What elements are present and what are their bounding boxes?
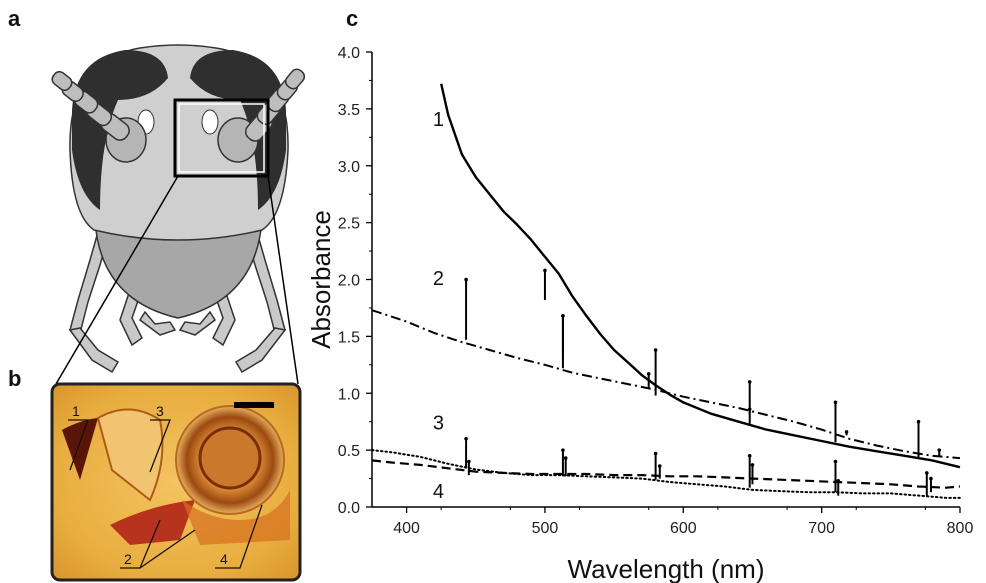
x-tick-label: 600 — [670, 520, 697, 537]
y-tick-label: 2.5 — [338, 216, 360, 233]
errorbar-cap-1 — [916, 419, 921, 424]
scale-bar — [234, 402, 274, 408]
right-compound-eye — [190, 50, 286, 210]
errorbar-cap-1 — [653, 348, 658, 352]
insect-thorax — [94, 219, 263, 319]
x-axis-label: Wavelength (nm) — [568, 554, 765, 583]
left-compound-eye — [72, 50, 168, 210]
chart-errorbars — [464, 268, 942, 496]
errorbar-cap-1 — [833, 400, 838, 405]
errorbar-cap-3 — [747, 454, 752, 458]
label-lines — [68, 419, 263, 569]
x-tick-label: 400 — [393, 520, 420, 537]
curve-label-3: 3 — [433, 413, 444, 435]
errorbar-cap-2 — [464, 277, 468, 282]
errorbar-cap-4 — [836, 479, 841, 483]
errorbar-cap-2 — [561, 314, 565, 318]
curve-label-2: 2 — [433, 268, 444, 290]
photo-label-4: 4 — [220, 551, 228, 567]
section-2 — [110, 500, 195, 545]
y-tick-label: 0.0 — [338, 500, 360, 517]
errorbar-cap-2 — [844, 430, 849, 434]
section-1 — [62, 418, 98, 480]
curve-label-4: 4 — [433, 481, 444, 503]
photo-label-2: 2 — [124, 551, 132, 567]
zoom-region-box — [173, 98, 270, 178]
errorbar-cap-3 — [833, 459, 838, 464]
errorbar-cap-4 — [929, 476, 933, 481]
y-tick-label: 0.5 — [338, 443, 360, 460]
panel-letter-c: c — [346, 6, 359, 31]
x-tick-label: 500 — [532, 520, 559, 537]
x-tick-label: 800 — [947, 520, 974, 537]
errorbar-cap-3 — [653, 451, 658, 456]
chart-curve-labels: 1 2 3 4 — [433, 109, 444, 503]
errorbar-cap-2 — [937, 448, 942, 452]
photo-label-1: 1 — [72, 403, 80, 419]
zoom-line-left — [55, 175, 179, 385]
y-tick-label: 1.5 — [338, 329, 360, 346]
errorbar-cap-4 — [657, 464, 662, 468]
absorbance-chart: 0.0 0.5 1.0 1.5 2.0 2.5 3.0 3.5 4.0 400 500 600 700 8… — [306, 45, 973, 583]
y-tick-label: 4.0 — [338, 45, 360, 62]
errorbar-cap-1 — [747, 380, 752, 384]
errorbar-cap-1 — [543, 268, 547, 273]
y-axis-label: Absorbance — [306, 210, 336, 349]
series-line-3 — [371, 449, 961, 499]
curve-label-1: 1 — [433, 109, 444, 131]
y-tick-label: 2.0 — [338, 273, 360, 290]
right-ocellus — [201, 109, 219, 135]
errorbar-cap-3 — [561, 448, 565, 452]
left-antenna — [51, 70, 130, 141]
chart-series — [371, 83, 961, 499]
photo-label-3: 3 — [156, 403, 164, 419]
errorbar-cap-4 — [467, 459, 471, 464]
errorbar-cap-2 — [646, 372, 651, 376]
insect-head-illustration — [51, 44, 306, 385]
errorbar-cap-3 — [924, 471, 929, 475]
series-line-2 — [371, 309, 961, 460]
y-tick-label: 3.0 — [338, 159, 360, 176]
y-tick-label: 3.5 — [338, 102, 360, 119]
chart-axes — [371, 52, 960, 508]
errorbar-cap-4 — [563, 456, 568, 460]
errorbar-cap-4 — [750, 463, 755, 467]
panel-letter-a: a — [8, 6, 21, 31]
section-3 — [96, 408, 164, 502]
series-line-1 — [440, 83, 961, 469]
right-antenna — [244, 68, 306, 142]
x-tick-label: 700 — [808, 520, 835, 537]
micrograph-photo: 1 3 2 4 — [50, 382, 302, 582]
errorbar-cap-2 — [747, 407, 752, 411]
chart-ticks: 0.0 0.5 1.0 1.5 2.0 2.5 3.0 3.5 4.0 400 500 600 700 8… — [338, 45, 974, 537]
panel-letter-b: b — [8, 366, 22, 391]
series-line-4 — [371, 459, 961, 489]
errorbar-cap-3 — [464, 436, 468, 441]
zoom-line-right — [267, 175, 299, 385]
y-tick-label: 1.0 — [338, 386, 360, 403]
